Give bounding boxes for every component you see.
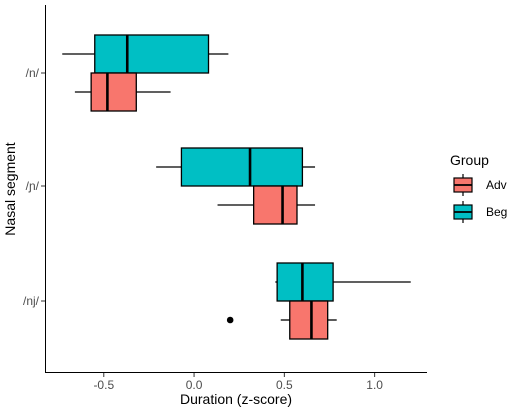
iqr-box-adv-2 (289, 300, 329, 340)
y-tick-label-1: /ɲ/ (26, 179, 40, 193)
iqr-box-adv-1 (253, 185, 298, 225)
legend: Group Adv Beg (450, 152, 507, 223)
legend-keys (453, 174, 473, 223)
y-axis-title: Nasal segment (2, 142, 18, 235)
x-tick-label-3: 1.0 (366, 378, 383, 392)
outlier-adv-2-0 (226, 316, 234, 324)
iqr-box-beg-0 (94, 34, 210, 74)
legend-key-beg (453, 201, 473, 223)
box-beg-1 (156, 147, 316, 187)
y-ticks-layer: /n/ /ɲ/ /nj/ (23, 66, 45, 308)
iqr-box-beg-1 (180, 147, 304, 187)
box-beg-2 (275, 262, 411, 302)
x-ticks-layer: -0.5 0.0 0.5 1.0 (93, 373, 383, 392)
box-adv-1 (217, 185, 316, 225)
iqr-box-adv-0 (90, 72, 137, 112)
legend-label-beg: Beg (486, 205, 507, 219)
x-tick-label-2: 0.5 (276, 378, 293, 392)
box-adv-0 (74, 72, 171, 112)
boxes-layer (62, 34, 411, 340)
y-tick-label-0: /n/ (26, 66, 40, 80)
legend-label-adv: Adv (486, 178, 507, 192)
box-adv-2 (226, 300, 337, 340)
legend-title: Group (450, 152, 489, 168)
x-tick-label-1: 0.0 (186, 378, 203, 392)
y-tick-label-2: /nj/ (23, 294, 40, 308)
box-beg-0 (62, 34, 229, 74)
iqr-box-beg-2 (276, 262, 334, 302)
x-tick-label-0: -0.5 (93, 378, 114, 392)
x-axis-title: Duration (z-score) (180, 391, 292, 407)
legend-key-adv (453, 174, 473, 196)
